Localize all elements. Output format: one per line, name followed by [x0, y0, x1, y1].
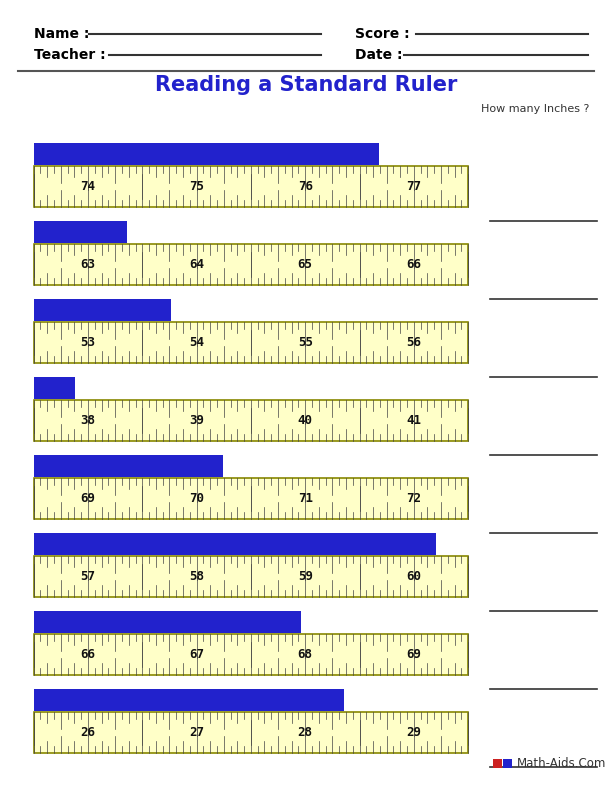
Text: 68: 68 [297, 648, 313, 661]
Text: 27: 27 [189, 726, 204, 739]
Text: 56: 56 [406, 336, 422, 348]
Text: 39: 39 [189, 414, 204, 427]
Text: 59: 59 [297, 570, 313, 583]
Text: 77: 77 [406, 180, 422, 192]
Text: 71: 71 [297, 492, 313, 505]
Text: 66: 66 [80, 648, 95, 661]
Text: 66: 66 [406, 258, 422, 271]
Bar [34, 556, 468, 597]
Text: 26: 26 [80, 726, 95, 739]
Text: 60: 60 [406, 570, 422, 583]
Text: 41: 41 [406, 414, 422, 427]
Text: 57: 57 [80, 570, 95, 583]
Text: 29: 29 [406, 726, 422, 739]
Bar [34, 689, 345, 711]
Text: 58: 58 [189, 570, 204, 583]
Text: 53: 53 [80, 336, 95, 348]
Text: 63: 63 [80, 258, 95, 271]
Text: 70: 70 [189, 492, 204, 505]
Bar [34, 143, 379, 165]
Text: Name :: Name : [34, 27, 89, 41]
Bar [34, 377, 75, 399]
Bar [34, 478, 468, 519]
Text: 72: 72 [406, 492, 422, 505]
Bar [34, 611, 301, 633]
Text: 65: 65 [297, 258, 313, 271]
Text: 69: 69 [80, 492, 95, 505]
Text: 28: 28 [297, 726, 313, 739]
Bar [34, 221, 127, 243]
Text: 69: 69 [406, 648, 422, 661]
Bar [34, 634, 468, 675]
Text: 64: 64 [189, 258, 204, 271]
Text: 54: 54 [189, 336, 204, 348]
Bar [34, 400, 468, 441]
Text: 67: 67 [189, 648, 204, 661]
Text: Date :: Date : [355, 48, 403, 63]
Text: Reading a Standard Ruler: Reading a Standard Ruler [155, 74, 457, 95]
Bar [34, 712, 468, 753]
Bar [502, 760, 512, 768]
Bar [34, 322, 468, 363]
Text: 74: 74 [80, 180, 95, 192]
Text: How many Inches ?: How many Inches ? [481, 104, 590, 113]
Text: Teacher :: Teacher : [34, 48, 105, 63]
Text: 40: 40 [297, 414, 313, 427]
Bar [34, 166, 468, 207]
Bar [493, 760, 502, 768]
Text: Score :: Score : [355, 27, 409, 41]
Bar [34, 299, 171, 321]
Text: 55: 55 [297, 336, 313, 348]
Text: 38: 38 [80, 414, 95, 427]
Text: 75: 75 [189, 180, 204, 192]
Bar [34, 455, 223, 477]
Text: 76: 76 [297, 180, 313, 192]
Text: Math-Aids.Com: Math-Aids.Com [517, 757, 606, 771]
Bar [34, 244, 468, 285]
Bar [34, 533, 436, 554]
